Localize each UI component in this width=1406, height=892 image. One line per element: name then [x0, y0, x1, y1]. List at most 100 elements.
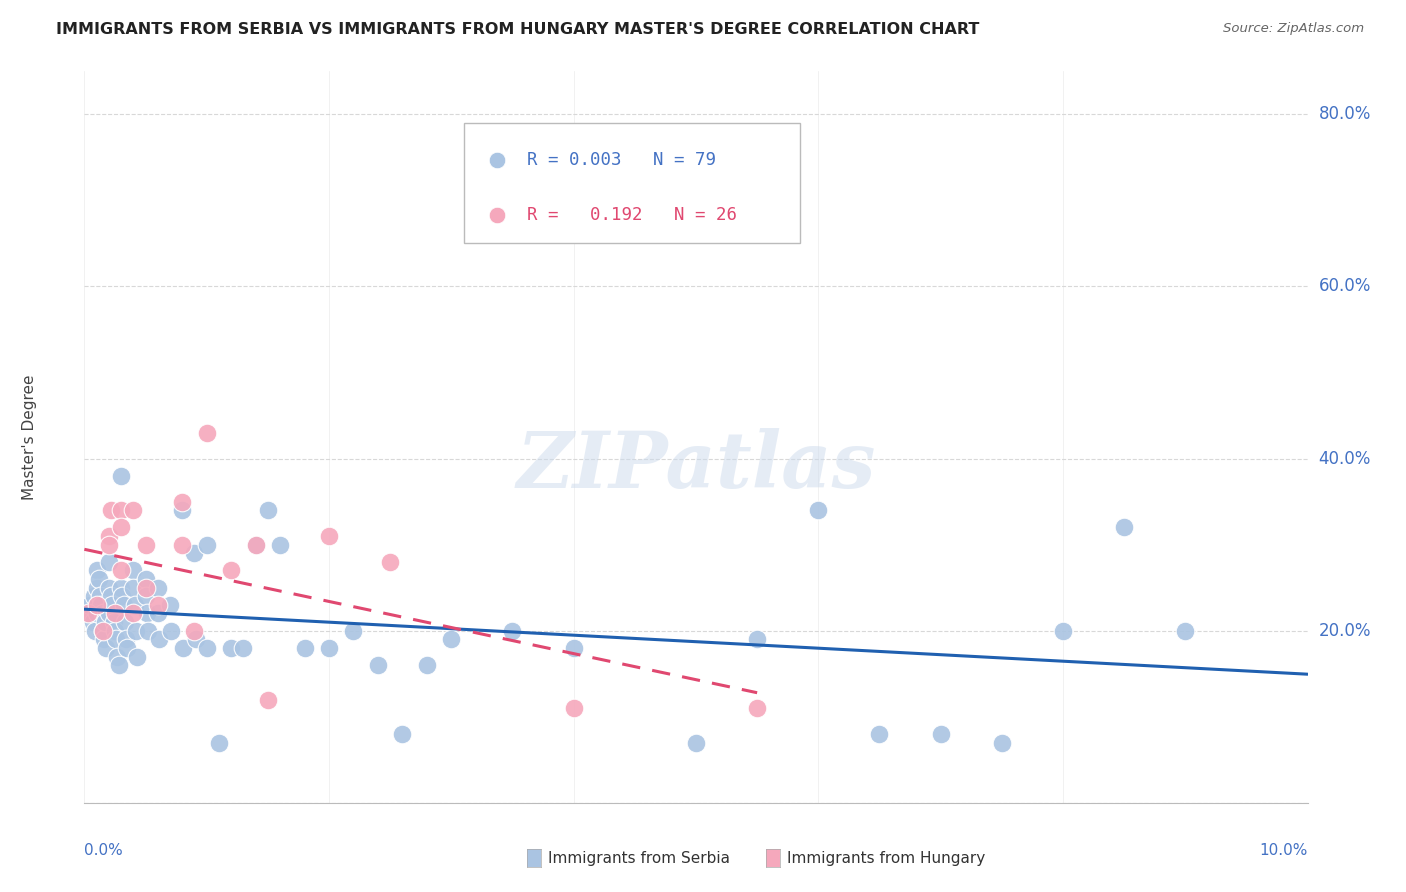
Point — [91, 624, 114, 638]
Point — [1174, 624, 1197, 638]
Point — [172, 503, 194, 517]
Point — [219, 564, 242, 578]
Point — [97, 607, 120, 621]
Point — [104, 607, 127, 621]
Point — [105, 649, 128, 664]
Point — [89, 589, 111, 603]
Point — [146, 581, 169, 595]
Point — [122, 503, 145, 517]
Point — [146, 598, 169, 612]
Point — [105, 632, 128, 647]
Point — [103, 615, 125, 629]
Text: 40.0%: 40.0% — [1319, 450, 1371, 467]
Point — [502, 624, 524, 638]
Point — [86, 598, 108, 612]
Point — [135, 572, 157, 586]
Point — [91, 624, 114, 638]
Point — [183, 624, 205, 638]
Point — [318, 529, 340, 543]
Point — [94, 615, 117, 629]
Point — [104, 624, 127, 638]
Point — [562, 640, 585, 655]
Point — [124, 598, 146, 612]
FancyBboxPatch shape — [464, 122, 800, 244]
Point — [440, 632, 463, 647]
Point — [76, 607, 98, 621]
Point — [807, 503, 830, 517]
Point — [257, 692, 280, 706]
Point — [159, 598, 181, 612]
Point — [245, 538, 267, 552]
Point — [416, 658, 439, 673]
Point — [110, 468, 132, 483]
Point — [97, 538, 120, 552]
Point — [172, 538, 194, 552]
Point — [136, 624, 159, 638]
Point — [135, 581, 157, 595]
Point — [685, 735, 707, 749]
Point — [1052, 624, 1074, 638]
Point — [111, 589, 134, 603]
Point — [219, 640, 242, 655]
Point — [122, 564, 145, 578]
Point — [1114, 520, 1136, 534]
Point — [110, 503, 132, 517]
Point — [97, 529, 120, 543]
Point — [232, 640, 254, 655]
Point — [929, 727, 952, 741]
Text: 20.0%: 20.0% — [1319, 622, 1371, 640]
Point — [110, 520, 132, 534]
Point — [294, 640, 316, 655]
Point — [115, 640, 138, 655]
Point — [183, 546, 205, 560]
Point — [245, 538, 267, 552]
Point — [135, 607, 157, 621]
Point — [100, 589, 122, 603]
Point — [184, 632, 207, 647]
Point — [367, 658, 389, 673]
Point — [79, 598, 101, 612]
Point — [391, 727, 413, 741]
Text: Source: ZipAtlas.com: Source: ZipAtlas.com — [1223, 22, 1364, 36]
Point — [90, 598, 112, 612]
Point — [747, 632, 769, 647]
Point — [91, 607, 114, 621]
Point — [195, 640, 218, 655]
Text: R = 0.003   N = 79: R = 0.003 N = 79 — [527, 152, 716, 169]
Point — [257, 503, 280, 517]
Point — [148, 632, 170, 647]
Point — [172, 494, 194, 508]
Point — [172, 640, 194, 655]
Point — [97, 581, 120, 595]
Point — [87, 572, 110, 586]
Point — [122, 581, 145, 595]
Point — [380, 555, 402, 569]
Point — [318, 640, 340, 655]
Point — [125, 624, 148, 638]
Point — [195, 538, 218, 552]
Point — [562, 701, 585, 715]
Point — [869, 727, 891, 741]
Point — [122, 607, 145, 621]
Text: Immigrants from Serbia: Immigrants from Serbia — [548, 851, 730, 865]
Point — [747, 701, 769, 715]
Text: Immigrants from Hungary: Immigrants from Hungary — [787, 851, 986, 865]
Point — [86, 581, 108, 595]
Text: 80.0%: 80.0% — [1319, 105, 1371, 123]
Point — [101, 598, 124, 612]
Point — [135, 589, 157, 603]
Text: 0.0%: 0.0% — [84, 843, 124, 858]
Point — [342, 624, 364, 638]
Point — [991, 735, 1014, 749]
Point — [110, 581, 132, 595]
Point — [110, 564, 132, 578]
Point — [83, 589, 105, 603]
Point — [93, 632, 115, 647]
Text: R =   0.192   N = 26: R = 0.192 N = 26 — [527, 206, 737, 224]
Point — [135, 538, 157, 552]
Text: 60.0%: 60.0% — [1319, 277, 1371, 295]
Point — [195, 425, 218, 440]
Point — [125, 649, 148, 664]
Text: 10.0%: 10.0% — [1260, 843, 1308, 858]
Point — [269, 538, 291, 552]
